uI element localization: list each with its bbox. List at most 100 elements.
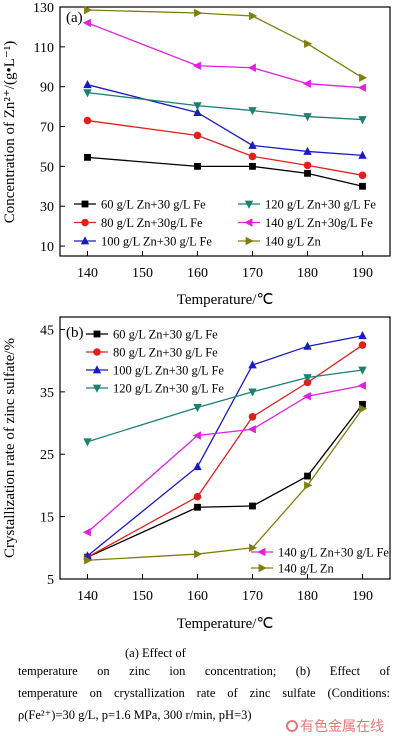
- data-point: [248, 413, 257, 421]
- x-tick-label: 160: [187, 266, 208, 281]
- y-tick-label: 110: [34, 41, 54, 56]
- data-point: [193, 102, 202, 111]
- legend-label: 140 g/L Zn: [278, 562, 335, 576]
- data-point: [83, 116, 92, 125]
- data-point: [248, 388, 257, 397]
- data-point: [194, 162, 201, 170]
- legend-marker: [93, 330, 101, 338]
- legend-marker: [81, 218, 89, 227]
- data-point: [302, 79, 311, 88]
- data-point: [83, 79, 92, 89]
- y-axis-label: Crystallization rate of zinc sulfate/%: [2, 338, 18, 558]
- data-point: [359, 404, 368, 413]
- figure-caption-part-a: (a) Effect of: [125, 642, 400, 664]
- legend-label: 100 g/L Zn+30 g/L Fe: [101, 235, 212, 249]
- axis-ticks: 140 150 160 170 180 190 5 15 25 35 45: [40, 323, 373, 604]
- legend-marker: [258, 563, 267, 573]
- data-point: [359, 400, 366, 408]
- axis-ticks: 140 150 160 170 180 190 10 30 50 70 90 110 130: [33, 1, 373, 281]
- series-group: [82, 331, 368, 565]
- legend-marker: [92, 384, 102, 393]
- data-point: [194, 8, 203, 18]
- data-point: [358, 341, 367, 349]
- caption-line: temperature on zinc ion concentration; (…: [18, 664, 390, 678]
- data-point: [359, 73, 368, 82]
- data-point: [84, 556, 93, 565]
- caption-line: temperature on crystallization rate of z…: [18, 686, 390, 700]
- data-point: [357, 83, 366, 92]
- x-tick-label: 180: [297, 589, 318, 604]
- legend-marker: [245, 236, 254, 246]
- y-tick-label: 5: [47, 573, 54, 588]
- data-point: [249, 502, 256, 510]
- watermark-text: 有色金属在线: [300, 719, 384, 735]
- data-point: [193, 492, 202, 501]
- series-line: [87, 22, 363, 89]
- caption-line: ρ(Fe²⁺)=30 g/L, p=1.6 MPa, 300 r/min, pH…: [18, 708, 252, 722]
- y-axis-label: Concentration of Zn²⁺/(g•L⁻¹): [2, 41, 18, 224]
- series-line: [87, 9, 363, 79]
- figure: (a) Concentration of Zn²⁺/(g•L⁻¹) Temper…: [2, 1, 391, 632]
- series-line: [87, 408, 364, 561]
- legend-marker: [93, 348, 101, 356]
- data-point: [193, 131, 202, 140]
- watermark-logo-icon: [286, 720, 298, 732]
- data-point: [358, 150, 367, 159]
- data-point: [358, 116, 367, 125]
- y-tick-label: 15: [40, 511, 54, 526]
- chart-panel-a: (a) Concentration of Zn²⁺/(g•L⁻¹) Temper…: [2, 1, 391, 308]
- legend-label: 60 g/L Zn+30 g/L Fe: [113, 328, 218, 342]
- y-tick-label: 45: [40, 323, 54, 338]
- legend: 60 g/L Zn+30 g/L Fe 120 g/L Zn+30 g/L Fe 8…: [74, 198, 376, 249]
- legend-label: 120 g/L Zn+30 g/L Fe: [265, 198, 376, 212]
- data-point: [249, 11, 258, 21]
- data-point: [358, 331, 367, 340]
- watermark: 有色金属在线: [286, 716, 384, 736]
- plot-frame: [59, 316, 391, 580]
- data-point: [358, 171, 367, 180]
- data-point: [304, 481, 313, 490]
- data-point: [192, 61, 201, 70]
- x-tick-label: 140: [77, 266, 98, 281]
- data-point: [248, 152, 257, 161]
- legend-label: 80 g/L Zn+30 g/L Fe: [113, 346, 218, 360]
- data-point: [248, 360, 257, 369]
- legend-marker: [244, 218, 253, 227]
- data-point: [359, 182, 366, 190]
- legend-label: 140 g/L Zn+30g/L Fe: [265, 216, 373, 230]
- y-tick-label: 130: [33, 1, 54, 16]
- x-tick-label: 190: [352, 266, 373, 281]
- panel-label: (a): [66, 10, 83, 26]
- data-point: [247, 63, 256, 72]
- x-tick-label: 170: [242, 266, 263, 281]
- y-tick-label: 30: [40, 200, 54, 215]
- data-point: [248, 140, 257, 149]
- data-point: [249, 162, 256, 170]
- legend-marker: [257, 547, 266, 557]
- data-point: [303, 161, 312, 170]
- legend-label: 60 g/L Zn+30 g/L Fe: [101, 198, 206, 212]
- data-point: [304, 472, 311, 480]
- data-point: [84, 5, 93, 15]
- legend-label: 80 g/L Zn+30g/L Fe: [101, 216, 203, 230]
- x-tick-label: 150: [132, 266, 153, 281]
- legend: 60 g/L Zn+30 g/L Fe 80 g/L Zn+30 g/L Fe 10…: [86, 328, 389, 576]
- data-point: [82, 18, 91, 28]
- data-point: [193, 107, 202, 116]
- plot-frame: [59, 6, 391, 257]
- y-tick-label: 50: [40, 160, 54, 175]
- data-point: [303, 374, 312, 383]
- y-tick-label: 90: [40, 81, 54, 96]
- data-point: [303, 146, 312, 155]
- x-tick-label: 160: [187, 589, 208, 604]
- panel-label: (b): [66, 325, 84, 341]
- data-point: [248, 107, 257, 116]
- x-tick-label: 140: [77, 589, 98, 604]
- series-line: [87, 92, 363, 121]
- data-point: [302, 392, 311, 401]
- data-point: [82, 528, 91, 537]
- x-tick-label: 170: [242, 589, 263, 604]
- series-group: [82, 5, 368, 190]
- y-tick-label: 35: [40, 386, 54, 401]
- legend-marker: [244, 200, 254, 209]
